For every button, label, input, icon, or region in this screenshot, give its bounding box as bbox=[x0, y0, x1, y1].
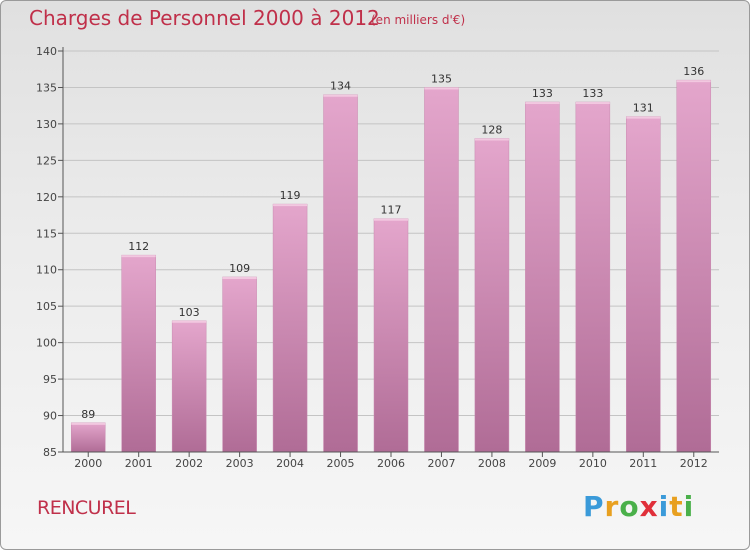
bar-highlight bbox=[424, 87, 459, 90]
bar-highlight bbox=[121, 255, 156, 258]
data-label: 136 bbox=[683, 65, 704, 78]
logo-letter: x bbox=[639, 490, 659, 523]
logo-letter: i bbox=[683, 490, 695, 523]
x-tick-label: 2010 bbox=[579, 457, 607, 470]
x-tick-label: 2000 bbox=[74, 457, 102, 470]
y-tick-label: 120 bbox=[36, 191, 57, 204]
bar-highlight bbox=[273, 204, 308, 207]
bar bbox=[626, 116, 661, 453]
data-label: 89 bbox=[81, 408, 95, 421]
x-tick-label: 2001 bbox=[125, 457, 153, 470]
x-tick-label: 2005 bbox=[327, 457, 355, 470]
x-tick-label: 2008 bbox=[478, 457, 506, 470]
logo-letter: i bbox=[658, 490, 670, 523]
place-name: RENCUREL bbox=[37, 497, 136, 519]
bar-highlight bbox=[222, 277, 257, 280]
logo-letter: t bbox=[669, 490, 684, 523]
data-label: 131 bbox=[633, 102, 654, 115]
y-tick-label: 95 bbox=[43, 373, 57, 386]
bar bbox=[323, 94, 358, 453]
x-tick-label: 2009 bbox=[528, 457, 556, 470]
bar-highlight bbox=[626, 116, 661, 119]
data-label: 112 bbox=[128, 240, 149, 253]
chart-unit: (en milliers d'€) bbox=[371, 13, 466, 27]
bar bbox=[70, 422, 106, 453]
bar bbox=[424, 87, 459, 453]
logo-letter: P bbox=[583, 490, 605, 523]
bar-highlight bbox=[374, 218, 408, 221]
data-label: 135 bbox=[431, 72, 452, 85]
bar-highlight bbox=[323, 94, 358, 97]
bar bbox=[474, 138, 510, 453]
data-label: 133 bbox=[532, 87, 553, 100]
bar bbox=[373, 218, 409, 453]
y-tick-label: 110 bbox=[36, 264, 57, 277]
y-tick-label: 100 bbox=[36, 337, 57, 350]
data-label: 119 bbox=[280, 189, 301, 202]
bar bbox=[676, 79, 712, 453]
y-tick-label: 130 bbox=[36, 118, 57, 131]
data-label: 103 bbox=[179, 306, 200, 319]
x-tick-label: 2002 bbox=[175, 457, 203, 470]
x-tick-label: 2003 bbox=[226, 457, 254, 470]
data-label: 134 bbox=[330, 80, 351, 93]
y-tick-label: 125 bbox=[36, 154, 57, 167]
bar bbox=[525, 101, 560, 453]
y-tick-label: 90 bbox=[43, 410, 57, 423]
y-tick-label: 135 bbox=[36, 81, 57, 94]
bar bbox=[222, 276, 257, 453]
data-label: 117 bbox=[381, 204, 402, 217]
bar-highlight bbox=[525, 102, 560, 105]
bar bbox=[121, 254, 156, 453]
x-tick-label: 2007 bbox=[427, 457, 455, 470]
bar-highlight bbox=[676, 80, 711, 83]
bar-highlight bbox=[575, 102, 610, 105]
x-tick-label: 2006 bbox=[377, 457, 405, 470]
y-tick-label: 115 bbox=[36, 227, 57, 240]
data-label: 133 bbox=[582, 87, 603, 100]
bar bbox=[575, 101, 611, 453]
bar-highlight bbox=[71, 422, 106, 425]
x-tick-label: 2012 bbox=[680, 457, 708, 470]
x-tick-label: 2011 bbox=[629, 457, 657, 470]
bar-highlight bbox=[172, 320, 207, 323]
proxiti-logo[interactable]: Proxiti bbox=[583, 490, 694, 523]
logo-letter: o bbox=[619, 490, 640, 523]
chart-title: Charges de Personnel 2000 à 2012 bbox=[29, 6, 380, 30]
bar-highlight bbox=[474, 138, 509, 141]
y-tick-label: 140 bbox=[36, 45, 57, 58]
data-label: 128 bbox=[481, 123, 502, 136]
bar bbox=[171, 320, 207, 453]
logo-letter: r bbox=[604, 490, 620, 523]
y-tick-label: 105 bbox=[36, 300, 57, 313]
x-tick-label: 2004 bbox=[276, 457, 304, 470]
y-tick-label: 85 bbox=[43, 446, 57, 459]
bar bbox=[272, 203, 308, 453]
data-label: 109 bbox=[229, 262, 250, 275]
